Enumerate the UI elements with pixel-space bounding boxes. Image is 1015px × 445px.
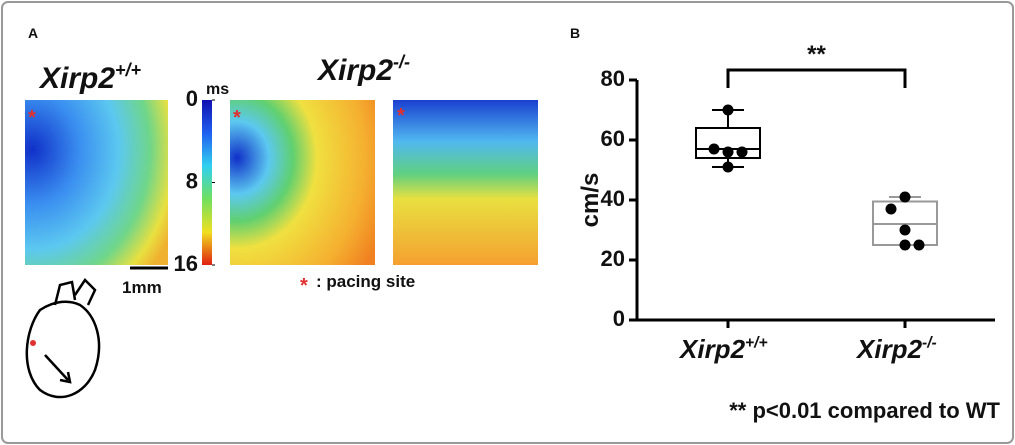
panel-label: B [570, 25, 580, 41]
pacing-marker: * [300, 275, 308, 297]
scale-label: 1mm [122, 278, 162, 297]
pacing-label: : pacing site [316, 272, 415, 291]
heatmap-title-sup: +/+ [115, 60, 142, 80]
figure: A 1mm * : pacing site * * * B cm/s ** p<… [0, 0, 1015, 445]
heatmap [393, 100, 538, 265]
x-tick-label-sup: -/- [922, 335, 937, 352]
colorbar-unit: ms [206, 81, 229, 98]
point [737, 147, 748, 158]
point [723, 147, 734, 158]
point [723, 162, 734, 173]
colorbar-tick-label: 16 [174, 251, 198, 276]
point [900, 225, 911, 236]
x-tick-label-sup: +/+ [745, 335, 768, 352]
y-tick-label: 60 [601, 126, 625, 151]
y-tick-label: 40 [601, 186, 625, 211]
y-tick-label: 0 [613, 306, 625, 331]
heatmap-title-base: Xirp2 [38, 62, 115, 95]
colorbar-tick-label: 0 [186, 86, 198, 111]
pacing-marker: * [28, 107, 36, 129]
point [914, 240, 925, 251]
point [723, 105, 734, 116]
x-tick-label-base: Xirp2 [855, 334, 923, 364]
y-tick-label: 80 [601, 66, 625, 91]
heatmap [25, 100, 168, 265]
panel-label: A [28, 25, 38, 41]
y-tick-label: 20 [601, 246, 625, 271]
colorbar-tick-label: 8 [186, 168, 198, 193]
x-tick-label-base: Xirp2 [678, 334, 746, 364]
point [709, 144, 720, 155]
point [886, 204, 897, 215]
colorbar [202, 100, 212, 265]
heatmap-title-sup: -/- [393, 52, 410, 72]
point [900, 192, 911, 203]
pacing-marker: * [397, 105, 405, 127]
significance-label: ** [807, 41, 826, 68]
pacing-marker: * [233, 107, 241, 129]
heatmap [230, 100, 375, 265]
point [900, 240, 911, 251]
footnote: ** p<0.01 compared to WT [729, 398, 1000, 423]
heatmap-title-base: Xirp2 [316, 54, 393, 87]
pacing-dot [30, 340, 36, 346]
